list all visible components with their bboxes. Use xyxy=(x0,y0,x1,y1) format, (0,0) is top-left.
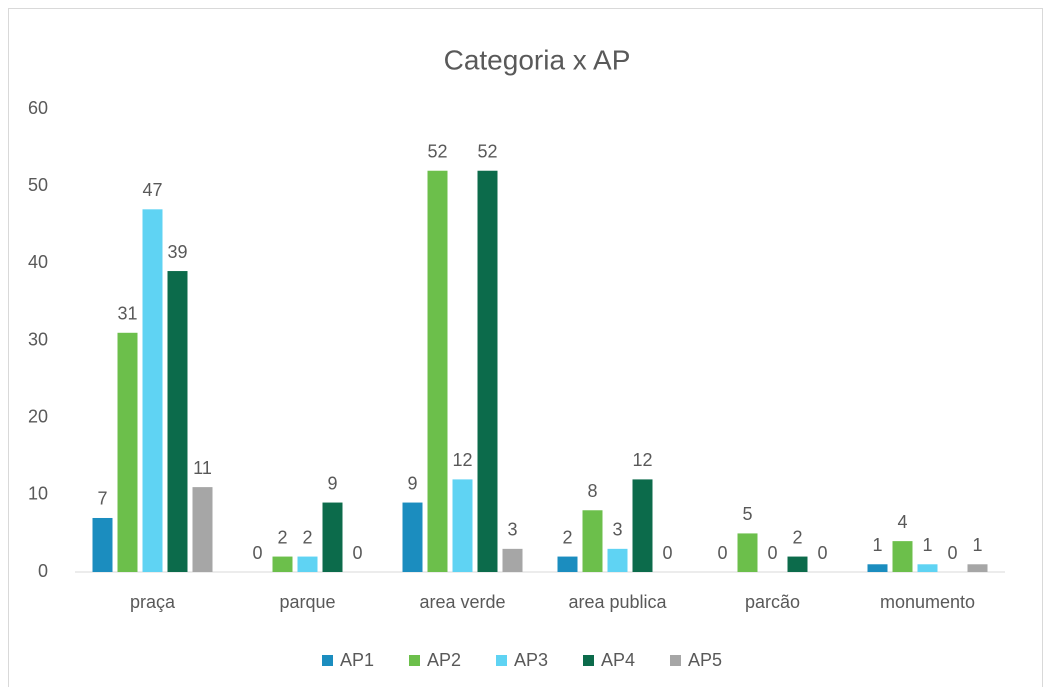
x-tick-label: monumento xyxy=(880,592,975,612)
legend-swatch xyxy=(409,655,420,666)
data-label: 39 xyxy=(167,242,187,262)
data-label: 9 xyxy=(407,473,417,493)
y-tick-label: 10 xyxy=(28,484,48,504)
bar xyxy=(867,564,888,572)
data-label: 1 xyxy=(972,535,982,555)
bar xyxy=(192,487,213,572)
data-label: 0 xyxy=(252,543,262,563)
data-label: 0 xyxy=(662,543,672,563)
bar xyxy=(502,548,523,572)
x-tick-label: area verde xyxy=(419,592,505,612)
bar xyxy=(92,517,113,572)
bar xyxy=(272,556,293,572)
bar xyxy=(452,479,473,572)
data-label: 0 xyxy=(717,543,727,563)
data-label: 11 xyxy=(193,458,212,478)
data-label: 3 xyxy=(507,520,517,540)
data-label: 31 xyxy=(117,304,137,324)
x-tick-label: parcão xyxy=(745,592,800,612)
legend-label: AP2 xyxy=(427,650,461,670)
bar xyxy=(917,564,938,572)
legend-label: AP4 xyxy=(601,650,635,670)
data-label: 0 xyxy=(947,543,957,563)
legend-swatch xyxy=(496,655,507,666)
data-label: 9 xyxy=(327,473,337,493)
bar xyxy=(297,556,318,572)
data-label: 8 xyxy=(587,481,597,501)
data-label: 7 xyxy=(97,489,107,509)
bar xyxy=(427,170,448,572)
data-label: 52 xyxy=(427,141,447,161)
x-tick-label: praça xyxy=(130,592,176,612)
bar xyxy=(607,548,628,572)
legend-swatch xyxy=(670,655,681,666)
x-tick-label: parque xyxy=(279,592,335,612)
bar xyxy=(142,209,163,573)
data-label: 4 xyxy=(897,512,907,532)
y-tick-label: 40 xyxy=(28,252,48,272)
data-label: 0 xyxy=(767,543,777,563)
data-label: 12 xyxy=(632,450,652,470)
bar xyxy=(737,533,758,572)
legend-label: AP3 xyxy=(514,650,548,670)
bar xyxy=(632,479,653,572)
data-label: 2 xyxy=(792,527,802,547)
data-label: 47 xyxy=(142,180,162,200)
bar xyxy=(322,502,343,572)
data-label: 12 xyxy=(452,450,472,470)
data-label: 3 xyxy=(612,520,622,540)
data-label: 2 xyxy=(302,527,312,547)
data-label: 2 xyxy=(562,527,572,547)
data-label: 0 xyxy=(352,543,362,563)
y-tick-label: 30 xyxy=(28,329,48,349)
data-label: 1 xyxy=(872,535,882,555)
data-label: 0 xyxy=(817,543,827,563)
bar xyxy=(892,541,913,572)
bar xyxy=(967,564,988,572)
legend-label: AP5 xyxy=(688,650,722,670)
bar xyxy=(787,556,808,572)
data-label: 2 xyxy=(277,527,287,547)
x-tick-label: area publica xyxy=(568,592,667,612)
y-tick-label: 50 xyxy=(28,175,48,195)
data-label: 52 xyxy=(477,141,497,161)
legend-swatch xyxy=(583,655,594,666)
legend-label: AP1 xyxy=(340,650,374,670)
bar xyxy=(402,502,423,572)
bar xyxy=(117,332,138,572)
y-tick-label: 60 xyxy=(28,98,48,118)
bar xyxy=(167,271,188,572)
legend-swatch xyxy=(322,655,333,666)
y-tick-label: 0 xyxy=(38,561,48,581)
bar xyxy=(557,556,578,572)
bar xyxy=(477,170,498,572)
data-label: 1 xyxy=(922,535,932,555)
bar xyxy=(582,510,603,572)
y-tick-label: 20 xyxy=(28,406,48,426)
data-label: 5 xyxy=(742,504,752,524)
chart-frame xyxy=(8,8,1043,687)
chart-title: Categoria x AP xyxy=(444,44,631,75)
